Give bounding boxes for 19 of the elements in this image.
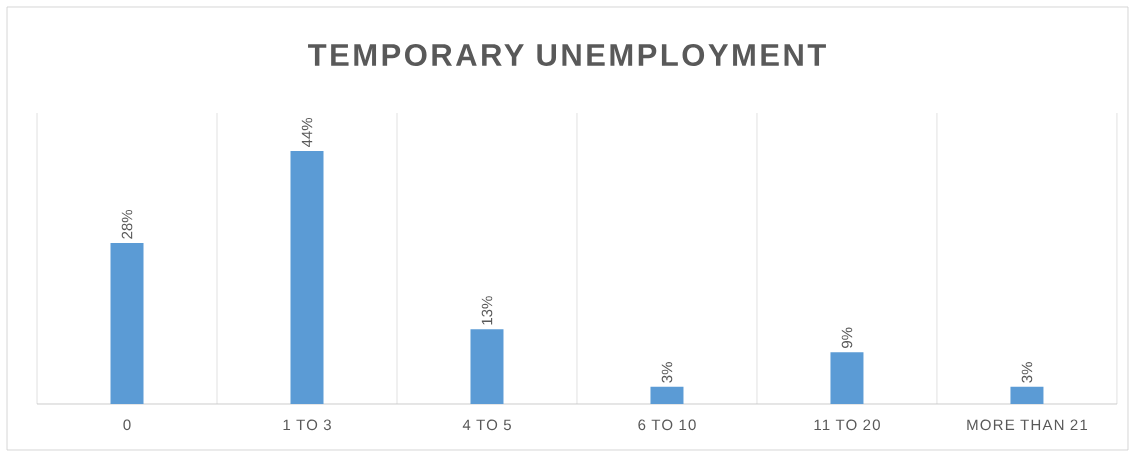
x-tick-label: 6 TO 10 <box>638 419 696 431</box>
bar <box>290 150 324 404</box>
x-tick-label: 4 TO 5 <box>462 419 511 431</box>
data-label: 3% <box>1021 362 1033 383</box>
bar <box>470 329 504 404</box>
bar <box>830 352 864 404</box>
x-tick-label: MORE THAN 21 <box>967 419 1088 431</box>
bar <box>1010 386 1044 404</box>
chart-title: TEMPORARY UNEMPLOYMENT <box>308 44 826 66</box>
data-label: 44% <box>301 117 313 148</box>
data-label: 3% <box>661 362 673 383</box>
bar <box>110 242 144 404</box>
x-tick-label: 0 <box>123 419 131 431</box>
data-label: 28% <box>121 209 133 239</box>
data-label: 9% <box>841 327 853 348</box>
bar <box>650 386 684 404</box>
x-tick-label: 1 TO 3 <box>283 419 331 431</box>
x-tick-label: 11 TO 20 <box>814 419 880 431</box>
data-label: 13% <box>481 296 493 325</box>
